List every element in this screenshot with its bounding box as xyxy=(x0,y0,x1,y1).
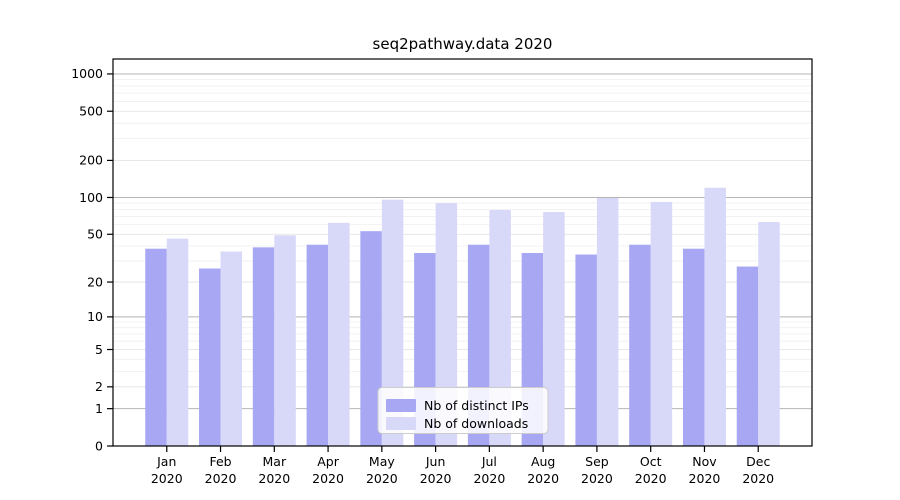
legend-swatch-downloads xyxy=(386,417,416,430)
y-tick-label: 0 xyxy=(95,438,103,453)
bar-downloads xyxy=(650,201,673,446)
y-tick-label: 10 xyxy=(87,309,103,324)
bar-distinct-ips xyxy=(682,248,705,446)
x-tick-label-month: Oct xyxy=(640,454,662,469)
chart-title: seq2pathway.data 2020 xyxy=(372,35,553,53)
y-tick-label: 1000 xyxy=(71,66,103,81)
x-tick-label-year: 2020 xyxy=(581,471,613,486)
bar-downloads xyxy=(435,203,458,446)
y-tick-label: 50 xyxy=(87,227,103,242)
x-tick-label-month: Jun xyxy=(425,454,446,469)
x-tick-label-month: May xyxy=(369,454,395,469)
bar-distinct-ips xyxy=(199,268,221,446)
x-tick-label-year: 2020 xyxy=(420,471,452,486)
bar-distinct-ips xyxy=(575,254,597,446)
x-tick-label-month: Jan xyxy=(156,454,176,469)
x-tick-label-year: 2020 xyxy=(151,471,183,486)
x-tick-label-month: Dec xyxy=(746,454,770,469)
x-tick-label-year: 2020 xyxy=(527,471,559,486)
legend-label-downloads: Nb of downloads xyxy=(424,416,528,431)
y-tick-label: 500 xyxy=(79,104,103,119)
bar-distinct-ips xyxy=(145,248,167,446)
bar-distinct-ips xyxy=(629,244,651,446)
x-tick-label-year: 2020 xyxy=(312,471,344,486)
y-tick-label: 2 xyxy=(95,379,103,394)
x-tick-label-year: 2020 xyxy=(689,471,721,486)
legend-label-distinct-ips: Nb of distinct IPs xyxy=(424,398,529,413)
x-tick-label-year: 2020 xyxy=(742,471,774,486)
y-tick-label: 5 xyxy=(95,342,103,357)
y-tick-label: 1 xyxy=(95,401,103,416)
legend-swatch-distinct-ips xyxy=(386,399,416,412)
bar-downloads xyxy=(381,199,404,446)
bar-downloads xyxy=(543,212,565,446)
x-tick-label-month: Aug xyxy=(531,454,555,469)
bar-distinct-ips xyxy=(252,247,275,446)
x-tick-label-year: 2020 xyxy=(635,471,667,486)
x-tick-label-year: 2020 xyxy=(366,471,398,486)
plot-border xyxy=(112,58,813,447)
bar-distinct-ips xyxy=(736,266,759,446)
x-tick-label-month: Feb xyxy=(209,454,231,469)
bar-distinct-ips xyxy=(306,244,329,446)
bar-downloads xyxy=(220,251,243,446)
x-tick-label-year: 2020 xyxy=(473,471,505,486)
legend-box xyxy=(377,387,549,434)
x-tick-label-month: Mar xyxy=(263,454,287,469)
bar-downloads xyxy=(704,187,726,446)
bar-downloads xyxy=(274,235,296,446)
bar-downloads xyxy=(328,222,350,446)
bar-downloads xyxy=(758,222,780,446)
x-tick-label-month: Apr xyxy=(317,454,339,469)
y-tick-label: 20 xyxy=(87,274,103,289)
x-tick-label-year: 2020 xyxy=(258,471,290,486)
y-tick-label: 100 xyxy=(79,190,103,205)
bar-downloads xyxy=(166,238,189,446)
bar-downloads xyxy=(596,198,619,446)
y-tick-label: 200 xyxy=(79,153,103,168)
x-tick-label-month: Nov xyxy=(692,454,717,469)
x-tick-label-month: Sep xyxy=(585,454,609,469)
x-tick-label-month: Jul xyxy=(481,454,497,469)
x-tick-label-year: 2020 xyxy=(205,471,237,486)
bar-distinct-ips xyxy=(360,231,382,446)
